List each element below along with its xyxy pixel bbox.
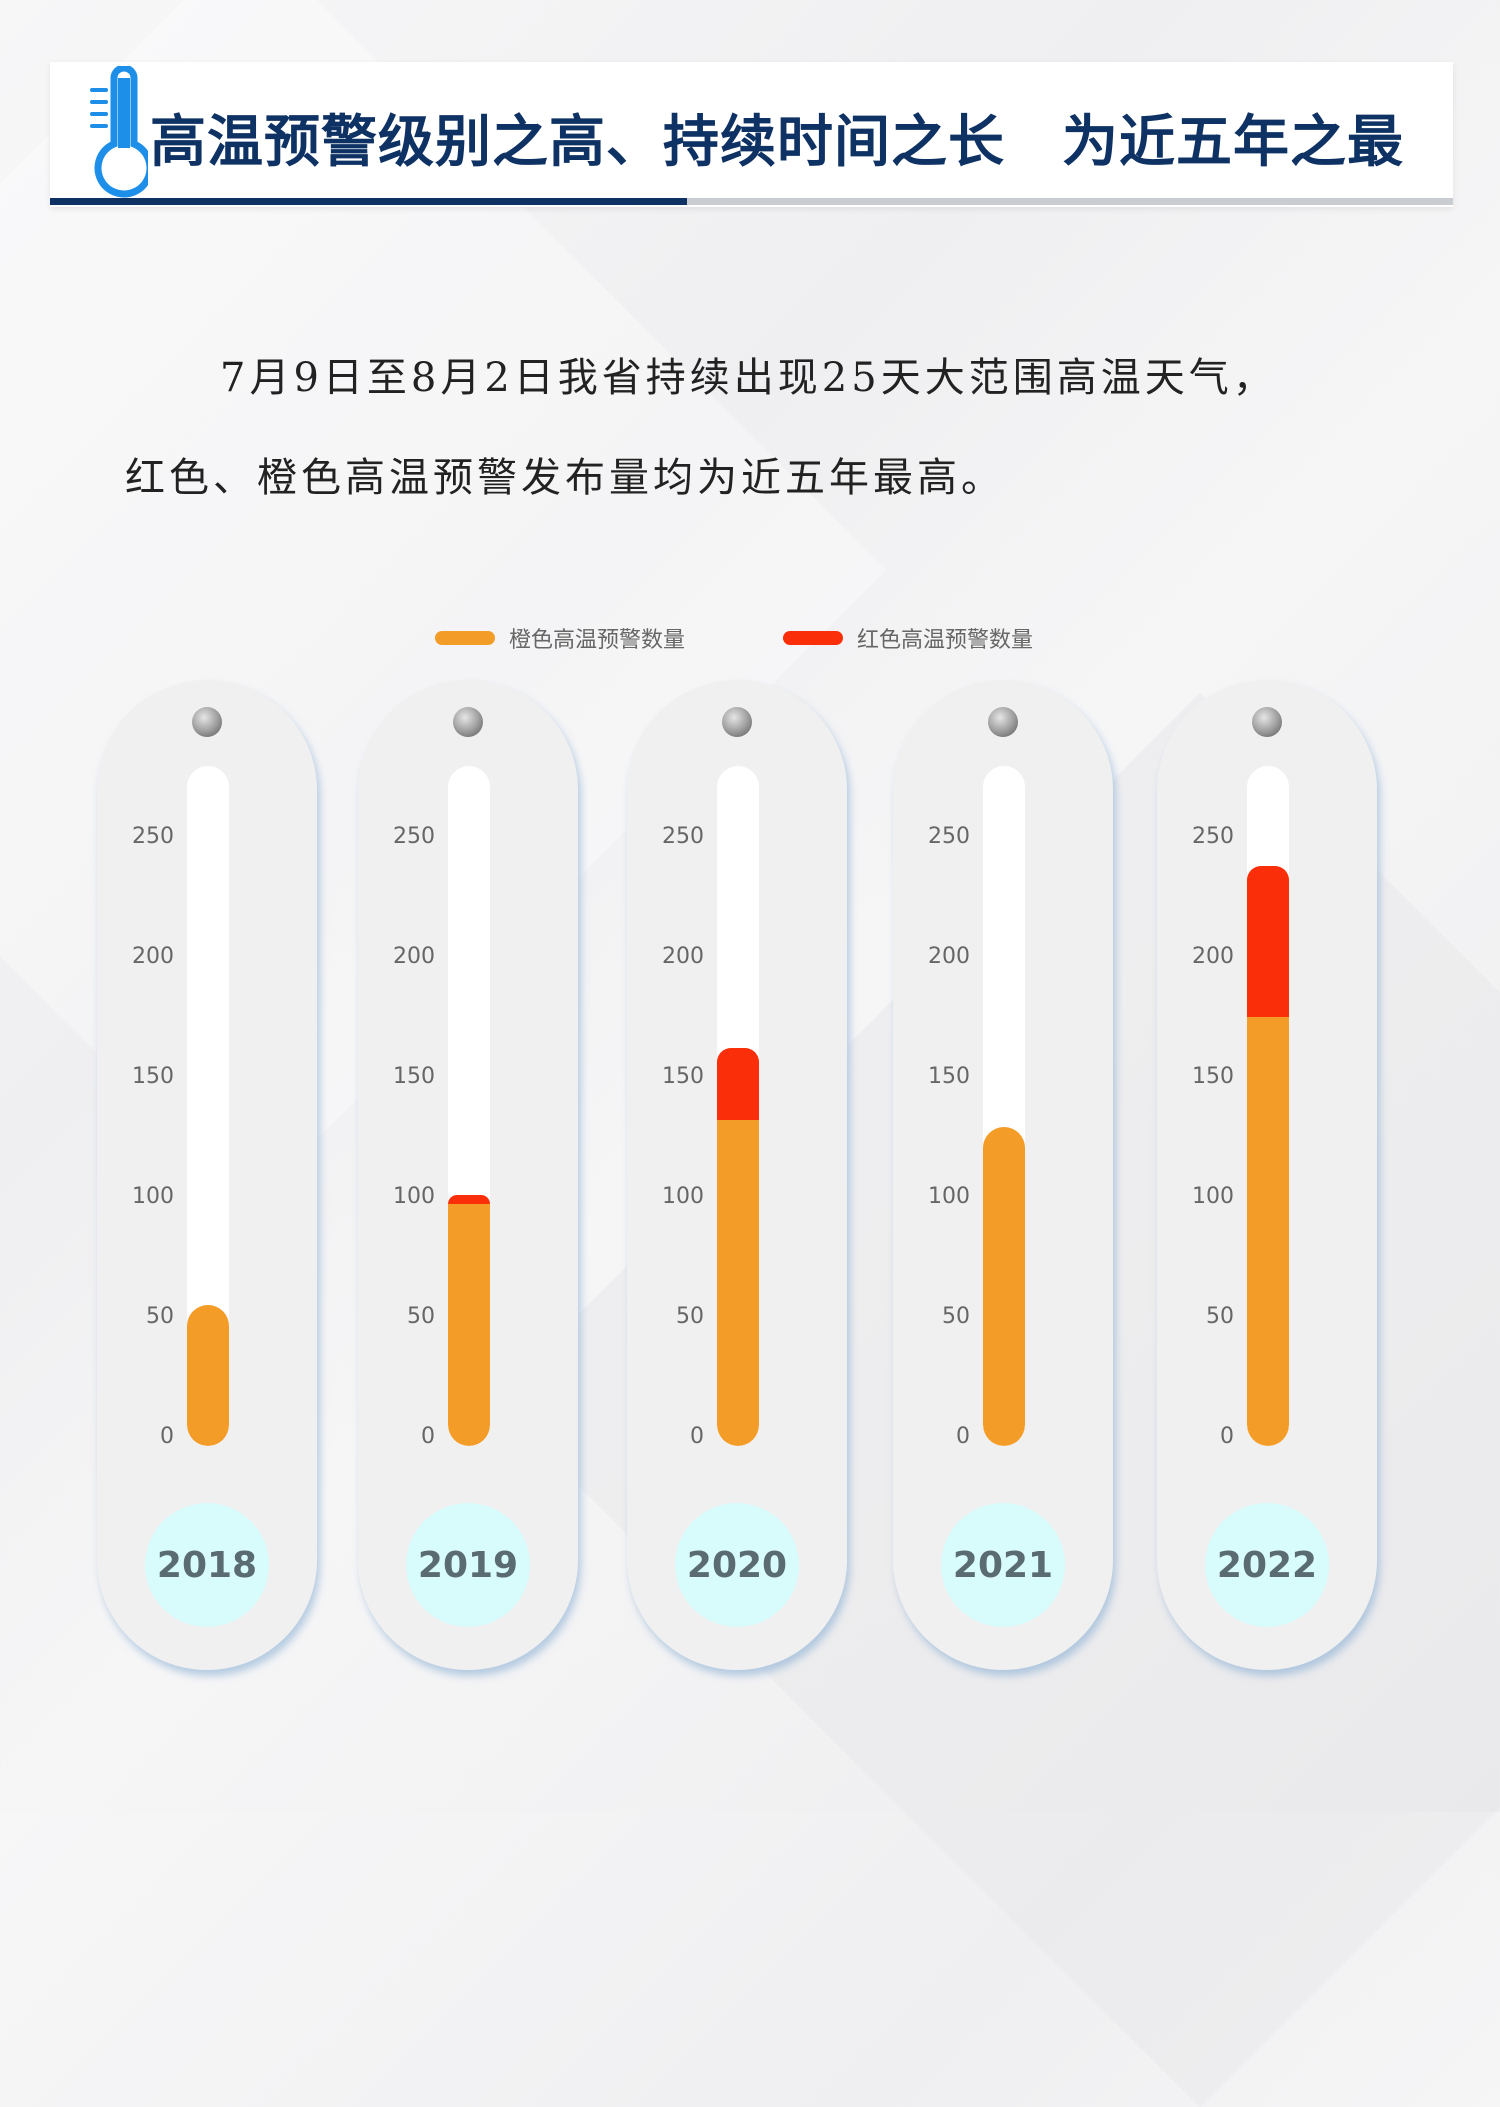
- y-tick-label: 200: [393, 944, 435, 969]
- thermometer-card-2022: 0 50 100 150 200 250 2022: [1157, 680, 1377, 1670]
- y-tick-label: 100: [662, 1184, 704, 1209]
- bar-orange-2021: [983, 1127, 1025, 1446]
- y-tick-label: 0: [690, 1424, 704, 1449]
- y-tick-label: 100: [132, 1184, 174, 1209]
- y-tick-label: 200: [132, 944, 174, 969]
- y-tick-label: 50: [146, 1304, 174, 1329]
- y-tick-label: 50: [942, 1304, 970, 1329]
- y-tick-label: 250: [132, 824, 174, 849]
- thermometer-tube: [187, 766, 229, 1446]
- thermometer-tube: [1247, 766, 1289, 1446]
- title-underline: [687, 198, 1453, 205]
- legend-swatch: [435, 631, 495, 645]
- pin-icon: [988, 707, 1018, 737]
- pin-icon: [192, 707, 222, 737]
- thermometer-card-2021: 0 50 100 150 200 250 2021: [893, 680, 1113, 1670]
- page-title: 高温预警级别之高、持续时间之长 为近五年之最: [150, 110, 1404, 175]
- y-tick-label: 200: [928, 944, 970, 969]
- intro-line-2: 红色、橙色高温预警发布量均为近五年最高。: [125, 455, 1005, 501]
- thermometer-tube: [717, 766, 759, 1446]
- year-label-2022: 2022: [1205, 1503, 1329, 1627]
- y-tick-label: 200: [662, 944, 704, 969]
- y-tick-label: 150: [1192, 1064, 1234, 1089]
- y-tick-label: 250: [928, 824, 970, 849]
- year-label-2018: 2018: [145, 1503, 269, 1627]
- header-banner: 高温预警级别之高、持续时间之长 为近五年之最: [50, 62, 1453, 207]
- thermometer-tube: [983, 766, 1025, 1446]
- y-tick-label: 250: [1192, 824, 1234, 849]
- y-tick-label: 50: [1206, 1304, 1234, 1329]
- y-tick-label: 150: [662, 1064, 704, 1089]
- bar-red-2022: [1247, 865, 1289, 1017]
- year-label-2019: 2019: [406, 1503, 530, 1627]
- y-tick-label: 50: [676, 1304, 704, 1329]
- year-label-2021: 2021: [941, 1503, 1065, 1627]
- y-tick-label: 150: [132, 1064, 174, 1089]
- title-underline: [50, 198, 687, 205]
- pin-icon: [722, 707, 752, 737]
- pin-icon: [453, 707, 483, 737]
- y-tick-label: 100: [1192, 1184, 1234, 1209]
- legend-label: 红色高温预警数量: [857, 628, 1034, 653]
- y-tick-label: 100: [928, 1184, 970, 1209]
- thermometer-card-2020: 0 50 100 150 200 250 2020: [627, 680, 847, 1670]
- thermometer-tube: [448, 766, 490, 1446]
- bar-red-2020: [717, 1048, 759, 1121]
- pin-icon: [1252, 707, 1282, 737]
- thermometer-card-2018: 0 50 100 150 200 250 2018: [97, 680, 317, 1670]
- legend-label: 橙色高温预警数量: [509, 628, 686, 653]
- y-tick-label: 0: [1220, 1424, 1234, 1449]
- legend-item-red: 红色高温预警数量: [783, 620, 1033, 656]
- bar-orange-2020: [717, 1120, 759, 1446]
- y-tick-label: 0: [956, 1424, 970, 1449]
- y-tick-label: 150: [393, 1064, 435, 1089]
- y-tick-label: 100: [393, 1184, 435, 1209]
- bar-orange-2018: [187, 1305, 229, 1446]
- legend-swatch: [783, 631, 843, 645]
- y-tick-label: 0: [421, 1424, 435, 1449]
- y-tick-label: 200: [1192, 944, 1234, 969]
- bar-red-2019: [448, 1194, 490, 1205]
- bar-orange-2019: [448, 1204, 490, 1446]
- legend-item-orange: 橙色高温预警数量: [435, 620, 685, 656]
- y-tick-label: 250: [662, 824, 704, 849]
- bar-orange-2022: [1247, 1017, 1289, 1446]
- thermometer-icon: [68, 64, 154, 206]
- y-tick-label: 50: [407, 1304, 435, 1329]
- thermometer-card-2019: 0 50 100 150 200 250 2019: [358, 680, 578, 1670]
- y-tick-label: 250: [393, 824, 435, 849]
- intro-line-1: 7月9日至8月2日我省持续出现25天大范围高温天气，: [220, 355, 1277, 401]
- year-label-2020: 2020: [675, 1503, 799, 1627]
- y-tick-label: 0: [160, 1424, 174, 1449]
- y-tick-label: 150: [928, 1064, 970, 1089]
